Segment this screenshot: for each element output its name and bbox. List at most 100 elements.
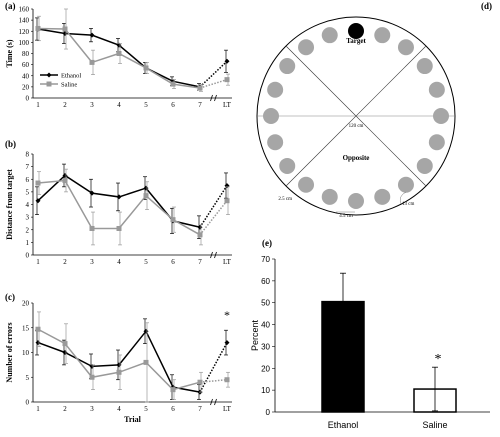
data-point	[116, 369, 122, 375]
escape-hole	[416, 58, 433, 75]
legend-marker	[46, 81, 52, 87]
escape-hole	[298, 176, 315, 193]
x-tick-label: LT	[223, 405, 232, 413]
x-tick-label: 4	[117, 258, 121, 266]
y-tick-label: 1	[26, 239, 30, 247]
legend: Ethanol Saline	[40, 72, 81, 89]
series-line-dotted	[199, 200, 228, 236]
data-point	[170, 81, 176, 87]
data-point	[224, 340, 230, 346]
series-0	[35, 163, 230, 239]
y-tick-label: 70	[261, 255, 270, 264]
series-line-dotted	[199, 78, 228, 89]
panel-label: (c)	[5, 292, 15, 302]
y-axis-label: Distance from target	[5, 169, 14, 240]
dimension-label: 2.5 cm	[278, 197, 292, 202]
data-point	[170, 387, 176, 393]
data-point	[143, 359, 149, 365]
escape-hole	[267, 134, 284, 151]
x-tick-label: 4	[117, 101, 121, 109]
x-tick-label: LT	[223, 101, 232, 109]
y-tick-label: 30	[261, 342, 270, 351]
x-tick-label: 6	[171, 405, 175, 413]
x-tick-label: 5	[144, 405, 148, 413]
opposite-label: Opposite	[343, 154, 370, 162]
y-tick-label: 60	[261, 277, 270, 286]
escape-hole	[374, 188, 391, 205]
significance-asterisk: *	[224, 308, 230, 322]
x-tick-label: 2	[63, 258, 67, 266]
x-tick-label: 4	[117, 405, 121, 413]
x-tick-label: 3	[90, 405, 94, 413]
data-point	[35, 198, 41, 204]
data-point	[35, 180, 41, 186]
x-tick-label: 6	[171, 101, 175, 109]
data-point	[224, 77, 230, 83]
data-point	[224, 198, 230, 204]
x-tick-label: Saline	[422, 420, 447, 430]
series-line-dotted	[199, 378, 228, 383]
maze-diagram: (d) Target Opposite 120 cm 2.5 cm 4.5 cm 13 cm	[256, 1, 492, 219]
x-tick-label: 7	[198, 101, 202, 109]
data-point	[197, 224, 203, 230]
y-axis-label: Percent	[250, 319, 260, 351]
data-point	[224, 377, 230, 383]
y-tick-label: 20	[22, 83, 30, 91]
y-tick-label: 5	[26, 374, 30, 382]
y-tick-label: 3	[26, 214, 30, 222]
escape-hole	[428, 134, 445, 151]
escape-hole	[267, 81, 284, 98]
y-tick-label: 10	[22, 349, 30, 357]
data-point	[224, 183, 230, 189]
legend-label: Ethanol	[61, 73, 81, 80]
y-tick-label: 0	[26, 252, 30, 260]
dimension-line	[399, 191, 407, 205]
x-tick-label: Ethanol	[328, 420, 359, 430]
y-axis-label: Number of errors	[5, 322, 14, 382]
data-point	[143, 193, 149, 199]
escape-hole	[321, 27, 338, 44]
data-point	[170, 217, 176, 223]
y-tick-label: 60	[22, 61, 30, 69]
axis-break-mark	[210, 251, 213, 259]
data-point	[116, 51, 122, 56]
y-tick-label: 8	[26, 151, 30, 159]
axis-break-mark	[210, 94, 213, 102]
x-tick-label: 1	[36, 258, 40, 266]
y-tick-label: 6	[26, 176, 30, 184]
legend-marker	[46, 72, 52, 78]
series-line-dotted	[199, 342, 228, 393]
data-point	[197, 85, 203, 91]
data-point	[62, 178, 68, 184]
panel-label: (a)	[5, 1, 16, 11]
escape-hole	[321, 188, 338, 205]
x-tick-label: LT	[223, 258, 232, 266]
series-0	[35, 318, 230, 400]
y-tick-label: 100	[19, 39, 30, 47]
data-point	[35, 326, 41, 332]
x-tick-label: 2	[63, 101, 67, 109]
line-panel-2: (c) 0 5 10 15 20 1 2 3 4 5 6 7 LT Number of errors Tria…	[5, 292, 232, 424]
target-hole	[348, 23, 364, 39]
data-point	[89, 190, 95, 196]
data-point	[116, 225, 122, 231]
escape-hole	[298, 39, 315, 56]
y-tick-label: 40	[261, 321, 270, 330]
panel-label: (e)	[262, 238, 272, 248]
escape-hole	[428, 81, 445, 98]
panel-label: (d)	[481, 1, 492, 11]
escape-hole	[279, 58, 296, 75]
y-tick-label: 10	[261, 386, 270, 395]
x-tick-label: 3	[90, 101, 94, 109]
escape-hole	[263, 108, 279, 124]
series-line-dotted	[199, 185, 228, 228]
legend-label: Saline	[61, 82, 77, 89]
y-tick-label: 120	[19, 28, 30, 36]
axis-break-mark	[214, 251, 217, 259]
data-point	[116, 194, 122, 200]
data-point	[35, 25, 41, 31]
series-line	[37, 328, 201, 391]
data-point	[89, 59, 95, 65]
data-point	[89, 374, 95, 380]
